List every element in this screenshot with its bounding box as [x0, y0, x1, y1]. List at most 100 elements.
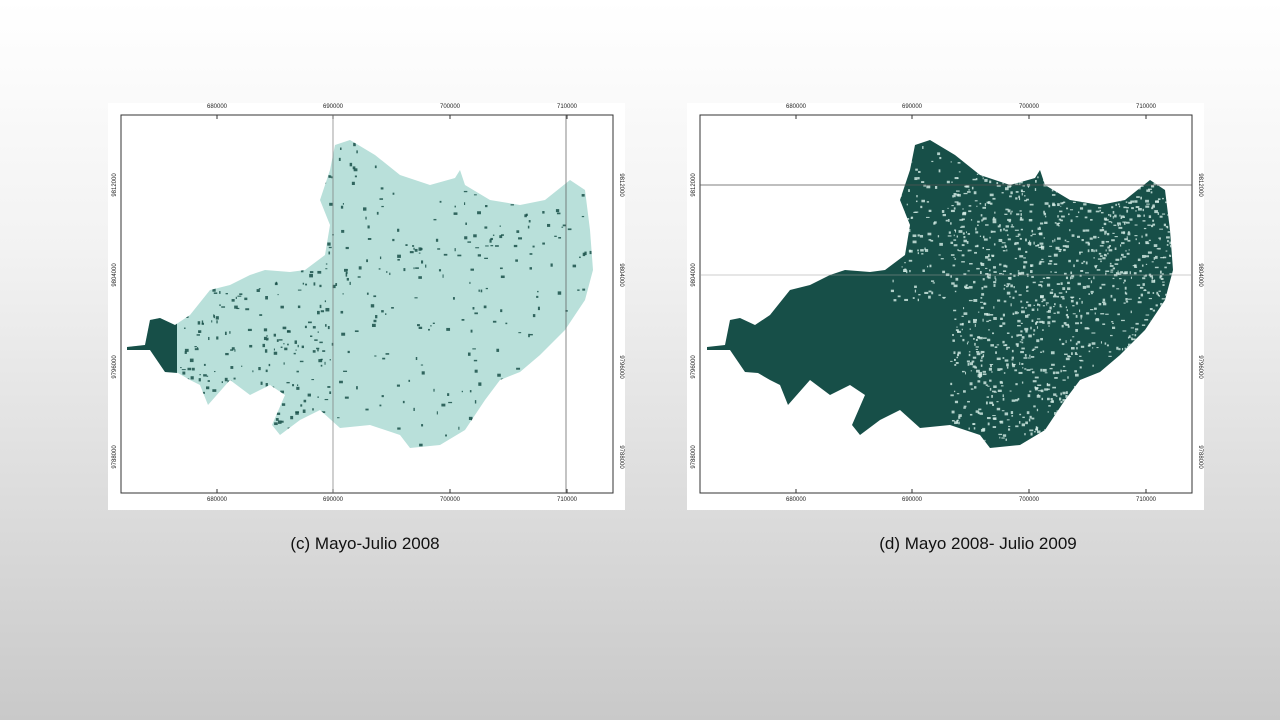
stable-patch: [1160, 302, 1163, 306]
stable-patch: [1016, 213, 1020, 216]
stable-patch: [1112, 277, 1115, 280]
stable-patch: [1139, 286, 1144, 289]
stable-patch: [1085, 261, 1088, 265]
stable-patch: [1153, 257, 1156, 260]
stable-patch: [1062, 365, 1066, 368]
change-patch: [345, 273, 348, 277]
stable-patch: [1015, 343, 1019, 346]
change-patch: [190, 376, 194, 380]
stable-patch: [1024, 327, 1029, 331]
stable-patch: [904, 262, 906, 264]
stable-patch: [1021, 271, 1025, 275]
stable-patch: [1145, 242, 1150, 245]
stable-patch: [908, 249, 912, 253]
stable-patch: [992, 426, 997, 429]
stable-patch: [989, 269, 991, 272]
change-patch: [358, 266, 362, 270]
change-patch: [567, 228, 572, 231]
stable-patch: [1108, 351, 1112, 353]
stable-patch: [976, 173, 979, 175]
stable-patch: [1046, 383, 1051, 387]
stable-patch: [1096, 264, 1098, 266]
stable-patch: [1040, 337, 1043, 341]
stable-patch: [1014, 369, 1018, 372]
stable-patch: [1029, 203, 1034, 206]
stable-patch: [994, 346, 998, 348]
stable-patch: [1047, 316, 1051, 319]
stable-patch: [1100, 260, 1102, 263]
stable-patch: [947, 235, 952, 237]
stable-patch: [1115, 258, 1120, 261]
stable-patch: [1144, 318, 1149, 321]
stable-patch: [1017, 274, 1019, 277]
stable-patch: [1026, 286, 1028, 289]
stable-patch: [986, 313, 990, 316]
change-patch: [378, 268, 381, 270]
stable-patch: [1021, 310, 1025, 314]
stable-patch: [1011, 415, 1014, 417]
stable-patch: [985, 224, 989, 226]
stable-patch: [1158, 295, 1160, 297]
stable-patch: [1020, 228, 1023, 231]
stable-patch: [992, 218, 997, 221]
stable-patch: [1148, 188, 1152, 190]
stable-patch: [1021, 191, 1025, 193]
stable-patch: [1027, 304, 1032, 307]
change-patch: [500, 309, 503, 313]
stable-patch: [966, 360, 970, 363]
stable-patch: [1129, 271, 1131, 275]
stable-patch: [926, 201, 930, 203]
stable-patch: [1027, 274, 1029, 278]
stable-patch: [959, 219, 964, 221]
stable-patch: [1004, 344, 1008, 347]
stable-patch: [967, 362, 970, 366]
stable-patch: [1038, 246, 1043, 249]
change-patch: [297, 384, 299, 386]
stable-patch: [1152, 219, 1155, 222]
change-patch: [337, 417, 340, 419]
stable-patch: [977, 380, 981, 383]
stable-patch: [1001, 192, 1004, 194]
stable-patch: [1156, 248, 1159, 250]
stable-patch: [1018, 420, 1021, 424]
stable-patch: [1145, 199, 1149, 203]
stable-patch: [996, 407, 1001, 411]
stable-patch: [1103, 222, 1107, 226]
stable-patch: [1039, 242, 1044, 245]
stable-patch: [1105, 249, 1107, 252]
stable-patch: [1090, 290, 1094, 293]
change-patch: [495, 245, 499, 247]
change-patch: [366, 259, 369, 263]
stable-patch: [1093, 249, 1095, 253]
stable-patch: [1090, 309, 1094, 311]
stable-patch: [1164, 266, 1167, 269]
stable-patch: [1102, 257, 1106, 260]
stable-patch: [1005, 208, 1009, 211]
stable-patch: [991, 230, 996, 233]
stable-patch: [1126, 252, 1130, 255]
stable-patch: [1031, 229, 1034, 233]
stable-patch: [1030, 326, 1032, 330]
change-patch: [275, 418, 279, 421]
stable-patch: [967, 233, 971, 235]
stable-patch: [969, 249, 972, 252]
stable-patch: [962, 232, 965, 235]
stable-patch: [910, 217, 913, 219]
stable-patch: [1147, 251, 1152, 254]
change-patch: [525, 213, 528, 217]
stable-patch: [1031, 308, 1035, 312]
stable-patch: [951, 420, 955, 422]
stable-patch: [1060, 219, 1063, 222]
stable-patch: [1102, 302, 1107, 306]
stable-patch: [1021, 381, 1024, 384]
change-patch: [425, 264, 427, 268]
stable-patch: [1097, 236, 1100, 239]
change-patch: [363, 207, 367, 211]
stable-patch: [1104, 342, 1107, 345]
stable-patch: [1129, 218, 1133, 221]
stable-patch: [1011, 210, 1013, 213]
change-patch: [343, 370, 348, 372]
change-patch: [342, 293, 344, 295]
stable-patch: [1022, 185, 1026, 187]
stable-patch: [982, 235, 985, 239]
